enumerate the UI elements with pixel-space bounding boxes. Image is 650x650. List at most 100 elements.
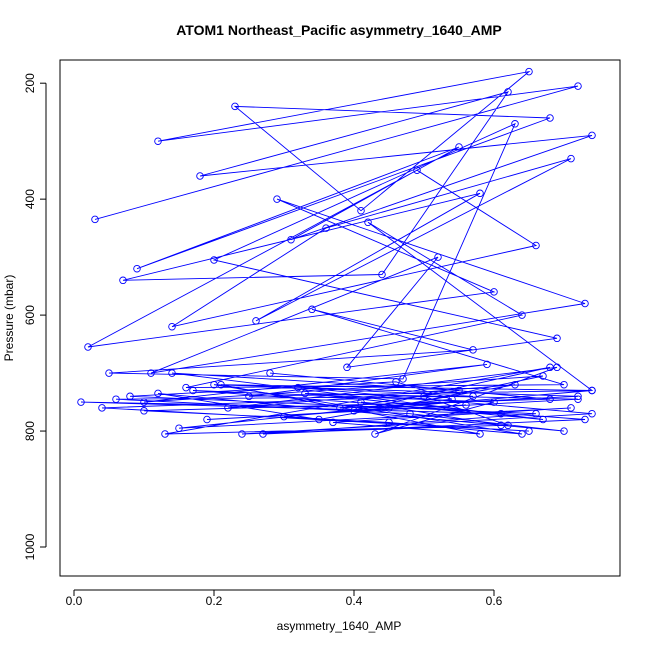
data-point [588,409,596,418]
data-point [266,369,274,377]
data-point [161,430,169,438]
data-point [385,404,393,412]
chart-title: ATOM1 Northeast_Pacific asymmetry_1640_A… [176,22,502,38]
data-point [98,404,106,412]
data-point [322,224,330,232]
data-point [280,412,288,421]
data-point [245,392,253,401]
data-point [434,253,442,261]
data-point [413,166,421,174]
plot-frame [59,59,621,577]
data-point [189,386,197,395]
data-point [112,395,120,403]
data-point [210,256,218,264]
data-point [133,264,141,273]
data-point [581,299,589,308]
data-point [147,369,155,377]
data-point [455,386,463,395]
data-point [525,427,533,435]
data-point [511,120,519,128]
data-point [567,154,575,163]
data-point [420,392,428,401]
data-point [210,380,218,389]
data-point [385,418,393,427]
data-point [378,270,386,279]
data-point [105,369,113,377]
data-point [364,218,372,227]
data-point [560,380,568,389]
data-point [574,82,582,90]
data-point [392,378,400,386]
data-point [553,334,561,343]
data-point [357,206,365,215]
data-point [336,404,344,412]
data-point [154,389,162,398]
x-axis: 0.0 0.2 0.4 0.6 [66,589,503,608]
data-point [399,375,407,383]
data-point [259,430,267,438]
y-tick-label: 400 [23,189,37,209]
data-point [567,404,575,412]
data-point [140,398,148,406]
data-point [196,172,204,180]
data-point [175,424,183,432]
data-point [462,401,470,409]
data-point [469,346,477,354]
data-point [315,415,323,424]
data-point [511,380,519,389]
data-point [308,305,316,314]
series-line [80,70,594,435]
data-point [203,415,211,424]
data-point [553,363,561,372]
x-tick-label: 0.6 [486,594,503,608]
data-point [490,398,498,406]
data-point [119,276,127,285]
data-point [140,407,148,415]
data-point [406,409,414,418]
data-point [91,215,99,224]
data-point [574,395,582,403]
data-point [532,409,540,418]
data-point [469,392,477,401]
data-point [560,427,568,435]
data-point [252,317,260,325]
data-point [84,343,92,351]
data-point [182,383,190,392]
data-point [287,235,295,244]
data-point [329,418,337,427]
data-point [497,421,505,430]
data-point [77,398,85,406]
data-point [224,404,232,412]
data-point [588,131,596,140]
plot-area [77,67,596,438]
data-point [154,137,162,145]
y-axis: 200 400 600 800 1000 [23,73,47,560]
data-point [455,143,463,151]
x-tick-label: 0.2 [206,594,223,608]
data-point [546,114,554,122]
data-point [518,311,526,319]
data-point [231,102,239,111]
y-axis-label: Pressure (mbar) [2,275,16,362]
y-tick-label: 1000 [23,533,37,560]
y-tick-label: 800 [23,421,37,441]
data-point [273,195,281,203]
data-point [238,430,246,438]
y-tick-label: 600 [23,305,37,325]
data-point [294,383,302,392]
data-point [168,369,176,377]
data-point [497,409,505,418]
data-point [532,241,540,250]
data-point [343,363,351,372]
data-point [371,430,379,438]
data-point [539,415,547,424]
y-tick-label: 200 [23,73,37,93]
data-point [448,395,456,403]
data-point [301,389,309,398]
data-point [581,415,589,424]
x-axis-label: asymmetry_1640_AMP [277,619,402,633]
x-tick-label: 0.4 [346,594,363,608]
data-point [126,392,134,401]
data-point [546,395,554,403]
